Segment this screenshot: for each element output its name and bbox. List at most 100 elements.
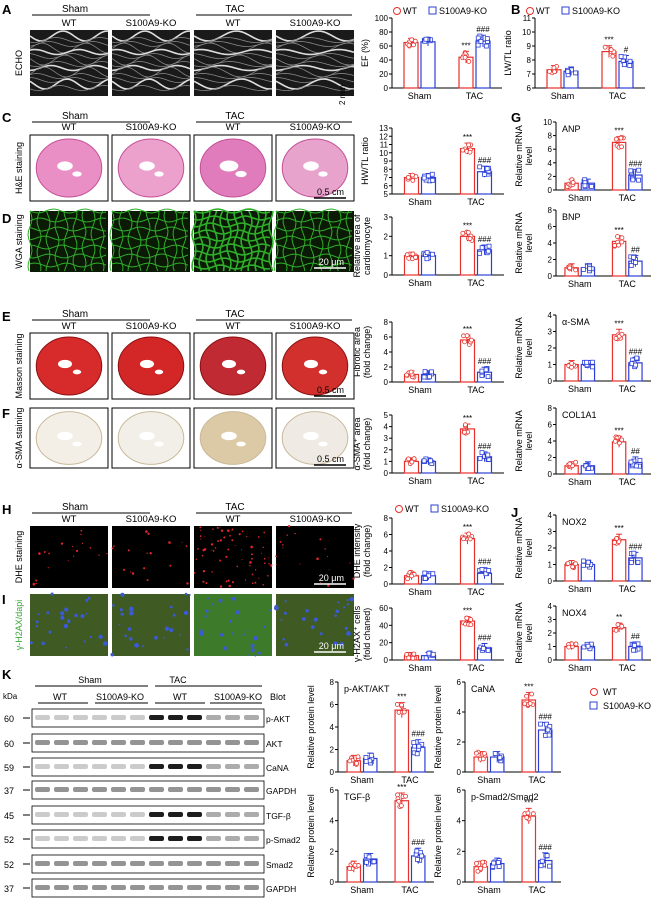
data-point	[590, 364, 595, 370]
blot-band	[244, 885, 259, 890]
echo-trace	[111, 54, 191, 66]
y-tick-label: 4	[457, 708, 462, 717]
x-tick-label: Sham	[568, 663, 592, 673]
bar	[521, 699, 537, 773]
kda-value: 60	[4, 714, 14, 724]
cell-dot	[236, 565, 239, 568]
data-point	[479, 368, 485, 374]
cell-dot	[212, 550, 215, 552]
data-point	[468, 622, 474, 628]
x-tick-label: TAC	[466, 91, 484, 101]
chart-title: BNP	[562, 212, 581, 222]
x-tick-label: Sham	[568, 477, 592, 487]
cell-dot	[60, 611, 65, 616]
cell-dot	[43, 551, 46, 553]
cell-dot	[254, 654, 257, 657]
data-point	[636, 167, 642, 173]
legend-label-wt: WT	[405, 504, 419, 514]
scale-label: 20 μm	[319, 257, 344, 267]
data-point	[422, 570, 428, 576]
cell-dot	[168, 541, 171, 544]
data-point	[480, 859, 486, 865]
data-point	[408, 369, 414, 375]
cell-dot	[299, 563, 301, 565]
y-tick-label: 2	[384, 363, 389, 372]
echo-trace	[193, 66, 273, 78]
echo-trace	[29, 41, 109, 47]
membrane	[193, 208, 271, 214]
column-label: WT	[226, 514, 241, 525]
y-tick-label: 7	[527, 70, 532, 79]
membrane	[273, 210, 279, 272]
x-tick-label: Sham	[551, 91, 575, 101]
blot-band	[35, 836, 50, 841]
data-point	[410, 172, 415, 178]
data-point	[403, 793, 408, 799]
y-axis-label: level	[524, 432, 534, 451]
blot-band	[130, 740, 145, 745]
lumen	[303, 431, 319, 441]
cell-dot	[181, 541, 183, 543]
membrane	[261, 210, 267, 272]
y-tick-label: 0	[384, 580, 389, 589]
membrane	[275, 235, 353, 241]
cell-dot	[211, 603, 214, 606]
data-point	[610, 53, 616, 59]
data-point	[462, 339, 467, 345]
chart: 0 2 4 6 8 Sham TAC *** ## COL1A1 Relative mRNA leve…	[514, 404, 651, 487]
legend-label-wt: WT	[403, 6, 417, 16]
cell-dot	[219, 585, 223, 588]
data-point	[410, 655, 416, 661]
column-label: WT	[62, 514, 77, 525]
cell-dot	[263, 625, 267, 629]
y-tick-label: 0	[384, 271, 389, 280]
cell-dot	[64, 607, 69, 612]
cell-dot	[211, 571, 213, 573]
data-point	[396, 798, 402, 804]
x-tick-label: TAC	[467, 197, 485, 207]
column-label: S100A9-KO	[290, 321, 341, 332]
echo-image	[275, 30, 355, 96]
data-point	[364, 859, 369, 865]
data-point	[632, 642, 637, 648]
y-tick-label: 6	[548, 223, 553, 232]
x-tick-label: TAC	[467, 587, 485, 597]
y-tick-label: 10	[543, 118, 552, 127]
y-tick-label: 8	[384, 165, 389, 174]
cell-dot	[343, 606, 346, 609]
row-label: Masson staining	[14, 333, 24, 398]
legend-marker-wt	[393, 7, 401, 15]
data-point	[468, 617, 474, 622]
y-axis-label: level	[524, 539, 534, 558]
cell-dot	[128, 636, 133, 641]
image-bg	[30, 594, 108, 656]
cell-dot	[35, 620, 39, 624]
column-label: S100A9-KO	[290, 18, 341, 29]
cell-dot	[231, 529, 233, 531]
lumen	[139, 431, 155, 441]
significance-label: ***	[614, 127, 623, 136]
cell-dot	[72, 545, 74, 548]
echo-trace	[29, 85, 109, 91]
y-tick-label: 4	[384, 547, 389, 556]
chart-title: NOX4	[562, 608, 587, 618]
significance-label: ###	[476, 25, 490, 34]
data-point	[424, 250, 430, 256]
legend-marker-ko	[428, 6, 437, 15]
cell-dot	[38, 552, 41, 555]
data-point	[363, 758, 369, 764]
x-tick-label: TAC	[619, 193, 637, 203]
cell-dot	[89, 547, 92, 549]
blot-strip	[31, 878, 265, 898]
membrane	[54, 210, 60, 272]
data-point	[495, 860, 501, 865]
cell-dot	[124, 634, 127, 638]
significance-label: ###	[629, 159, 643, 168]
x-tick-label: Sham	[408, 663, 432, 673]
data-point	[491, 860, 497, 866]
x-tick-label: TAC	[467, 476, 485, 486]
significance-label: ###	[412, 838, 426, 847]
significance-label: ***	[614, 319, 623, 328]
y-tick-label: 0	[384, 378, 389, 387]
